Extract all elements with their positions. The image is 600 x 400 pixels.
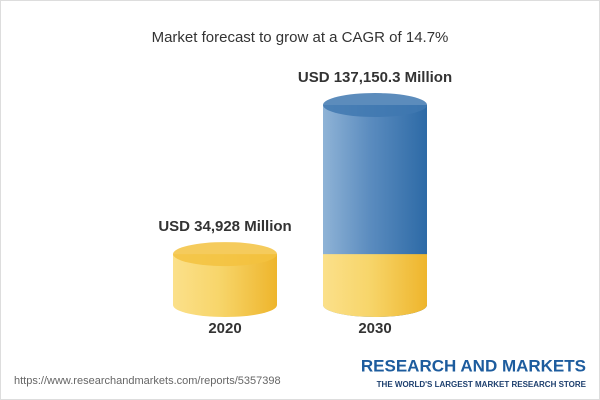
cylinder-top (323, 93, 427, 117)
cylinder-top (173, 242, 277, 267)
tagline: THE WORLD'S LARGEST MARKET RESEARCH STOR… (377, 380, 587, 389)
category-label: 2030 (358, 320, 391, 337)
value-label: USD 34,928 Million (158, 218, 291, 235)
chart-title: Market forecast to grow at a CAGR of 14.… (152, 29, 449, 46)
brand: RESEARCH AND MARKETS (361, 356, 586, 375)
cylinder-body (173, 254, 277, 317)
value-label: USD 137,150.3 Million (298, 69, 452, 86)
source: https://www.researchandmarkets.com/repor… (14, 375, 281, 387)
category-label: 2020 (208, 320, 241, 337)
cylinder-base-segment (323, 254, 427, 317)
